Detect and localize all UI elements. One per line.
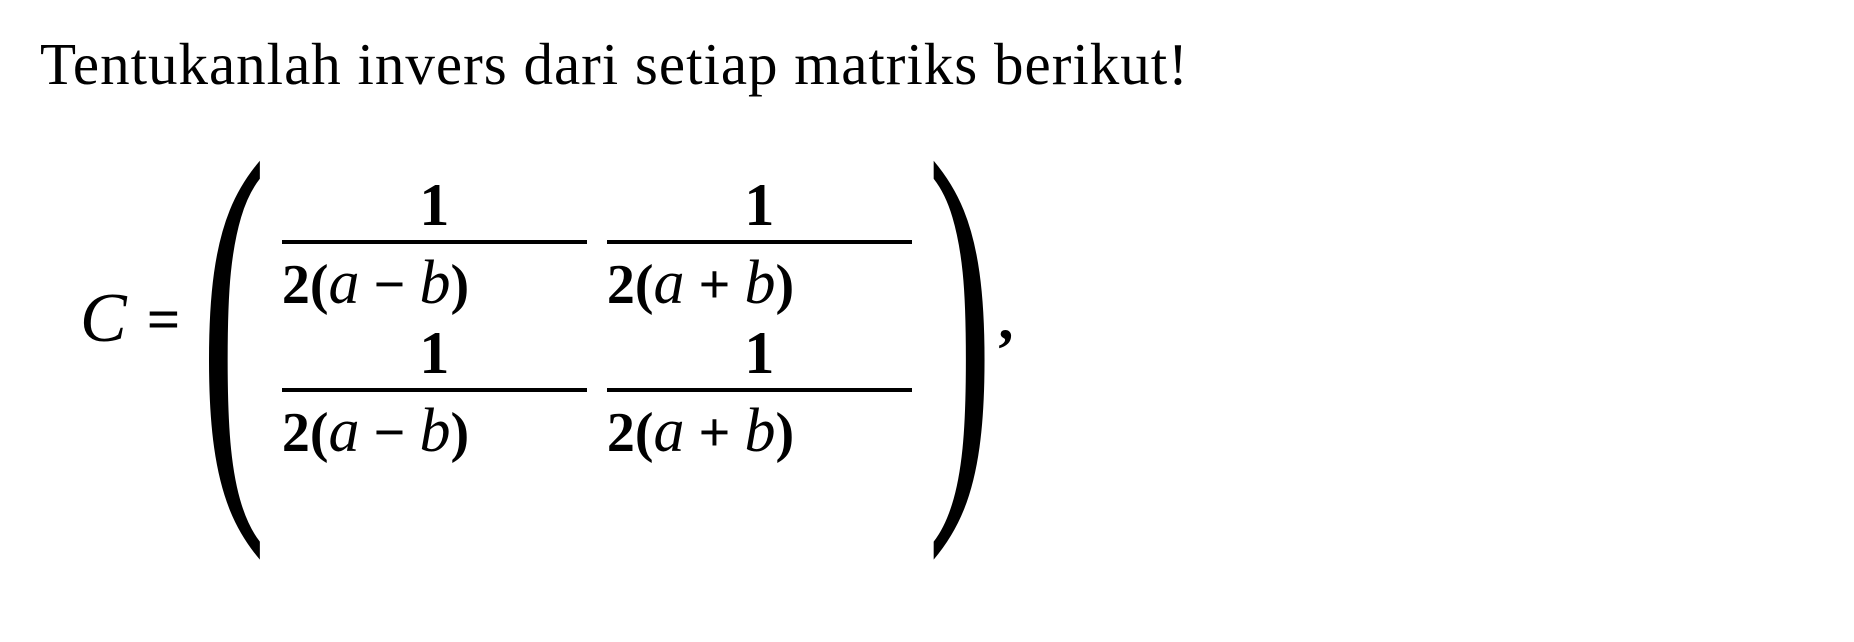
left-paren: ( [201,129,267,509]
matrix-cell-1-1: 1 2(a + b) [607,319,912,467]
denominator: 2(a − b) [282,244,587,319]
matrix-cell-0-1: 1 2(a + b) [607,171,912,319]
denominator: 2(a − b) [282,392,587,467]
matrix-cell-1-0: 1 2(a − b) [282,319,587,467]
matrix-row-1: 1 2(a − b) 1 2(a + b) [282,319,912,467]
numerator: 1 [419,171,449,240]
matrix-cell-0-0: 1 2(a − b) [282,171,587,319]
fraction: 1 2(a + b) [607,319,912,467]
numerator: 1 [744,171,774,240]
matrix-row-0: 1 2(a − b) 1 2(a + b) [282,171,912,319]
fraction: 1 2(a − b) [282,319,587,467]
trailing-comma: , [998,285,1013,354]
matrix: ( 1 2(a − b) 1 [200,129,993,509]
matrix-body: 1 2(a − b) 1 2(a + b) [267,129,927,509]
right-paren: ) [927,129,993,509]
fraction: 1 2(a + b) [607,171,912,319]
numerator: 1 [744,319,774,388]
denominator: 2(a + b) [607,392,912,467]
numerator: 1 [419,319,449,388]
fraction: 1 2(a − b) [282,171,587,319]
denominator: 2(a + b) [607,244,912,319]
equals-sign: = [147,285,181,354]
matrix-equation: C = ( 1 2(a − b) 1 [80,129,1814,509]
lhs-variable: C [80,279,127,359]
